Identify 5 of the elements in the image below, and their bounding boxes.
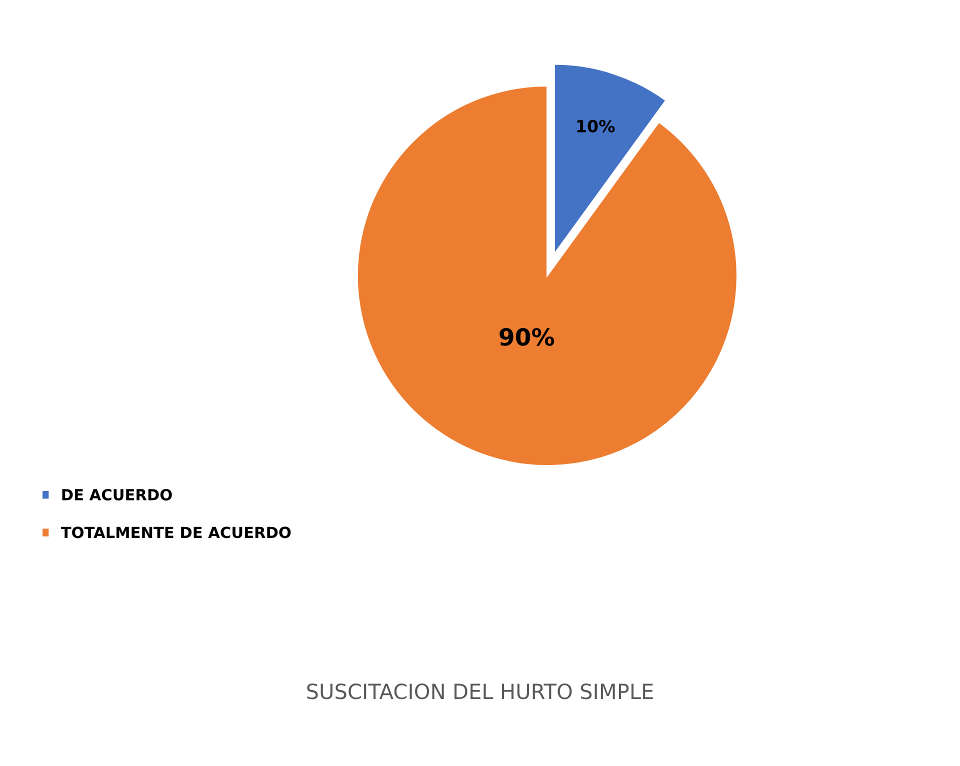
legend-label: DE ACUERDO (62, 488, 172, 500)
legend-label: TOTALMENTE DE ACUERDO (60, 526, 291, 538)
data-label: 90% (500, 328, 554, 346)
text: SUSCITACION DEL HURTO SIMPLE (307, 684, 653, 700)
data-label: 10% (577, 120, 615, 132)
